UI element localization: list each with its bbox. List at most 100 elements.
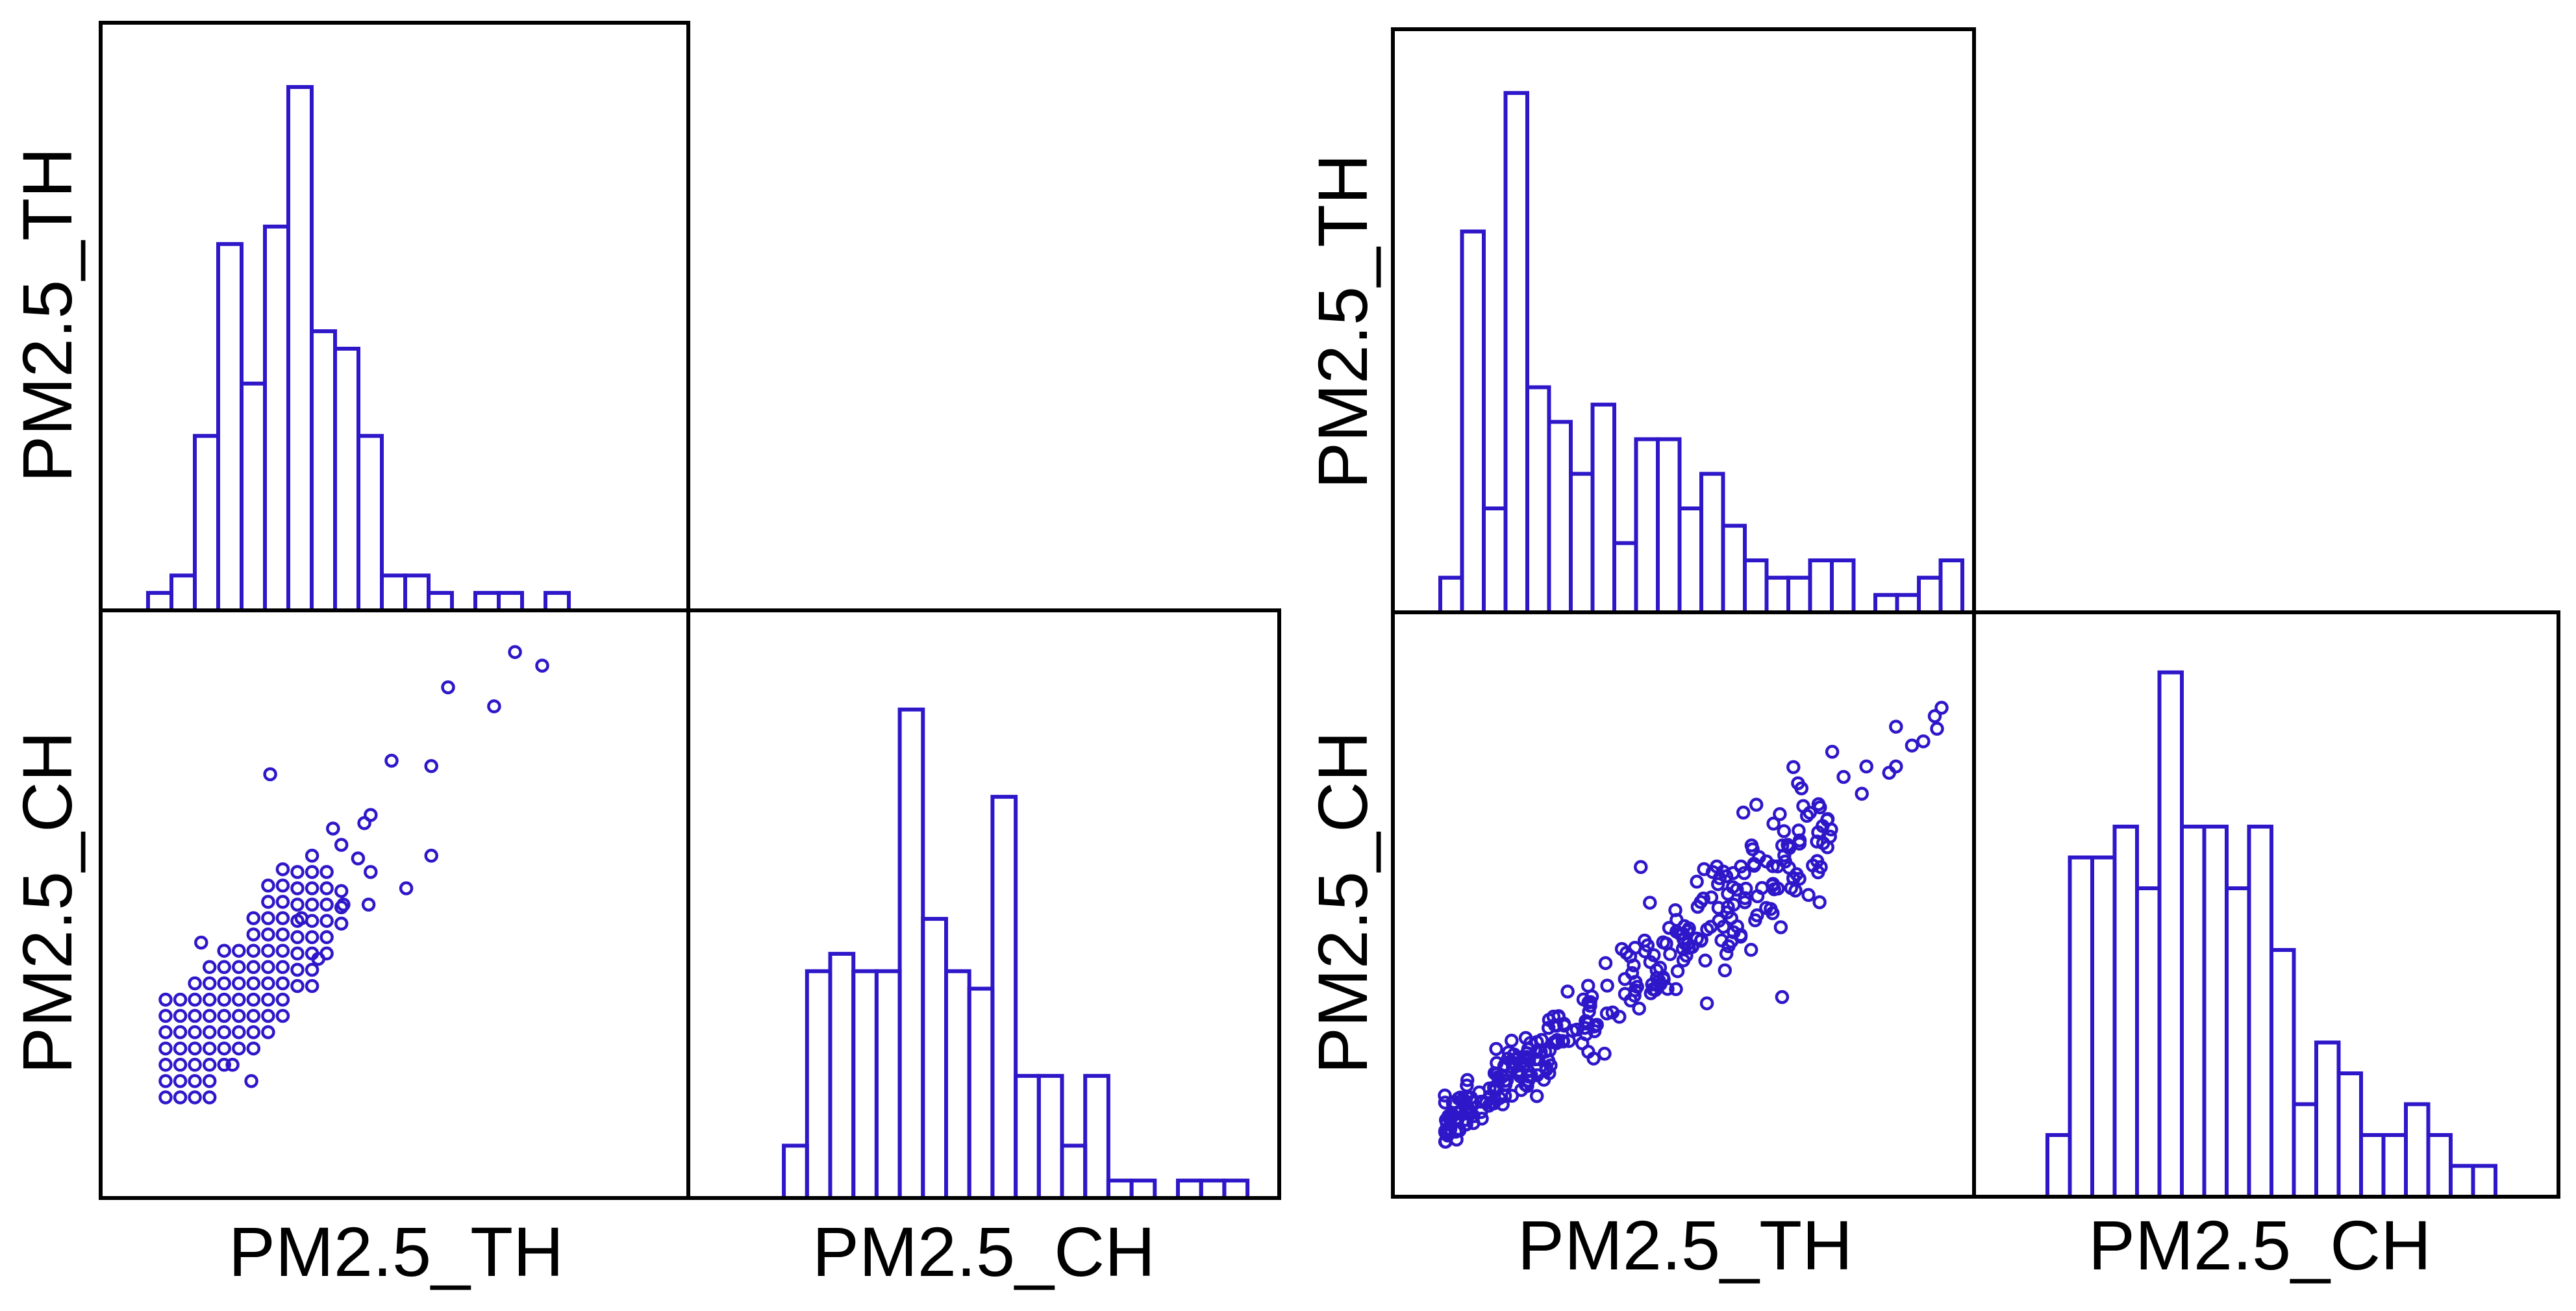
left-hist-ch-bar <box>897 707 925 1200</box>
left-scatter-point <box>384 753 399 768</box>
right-scatter-point <box>1670 964 1685 979</box>
left-panel-frame <box>99 608 690 1200</box>
right-scatter-point <box>1792 823 1806 838</box>
right-hist-ch-bar <box>2068 855 2094 1199</box>
right-ylabel-ch: PM2.5_CH <box>1303 731 1382 1074</box>
left-hist-th-bar <box>544 591 571 612</box>
right-scatter-point <box>1528 1052 1542 1067</box>
right-scatter-point <box>1766 877 1781 891</box>
left-hist-ch-bar <box>967 986 995 1200</box>
right-hist-th-bar <box>1612 541 1638 615</box>
left-scatter-point <box>217 1008 231 1023</box>
right-scatter-point <box>1916 734 1931 749</box>
left-histogram-th <box>122 85 622 612</box>
right-scatter-point <box>1466 1109 1481 1123</box>
left-scatter-point <box>188 976 202 991</box>
left-scatter-point <box>261 879 275 893</box>
left-hist-th-bar <box>403 573 431 612</box>
right-scatter-point <box>1569 1022 1584 1037</box>
right-scatter-point <box>1652 973 1666 988</box>
right-hist-th-bar <box>1721 523 1747 615</box>
left-hist-ch-bar <box>990 795 1018 1200</box>
right-scatter-point <box>1700 922 1714 937</box>
left-scatter-point <box>290 865 305 879</box>
left-scatter-point <box>217 1025 231 1040</box>
right-scatter-point <box>1711 901 1726 915</box>
left-scatter-point <box>188 1058 202 1072</box>
right-scatter-point <box>1811 797 1826 812</box>
right-scatter-point <box>1547 1035 1561 1050</box>
right-scatter-point <box>1718 963 1732 978</box>
right-hist-ch-bar <box>2180 825 2207 1199</box>
left-scatter-point <box>261 992 275 1007</box>
right-hist-ch-bar <box>2449 1164 2475 1199</box>
right-ylabel-th: PM2.5_TH <box>1303 154 1382 489</box>
right-scatter-point <box>1581 979 1595 993</box>
left-scatter-point <box>246 976 261 991</box>
left-scatter-point <box>424 759 438 773</box>
right-scatter-point <box>1586 1051 1601 1066</box>
right-hist-ch-bar <box>2381 1133 2408 1199</box>
right-scatter-point <box>1927 709 1942 723</box>
left-scatter-point <box>275 911 290 925</box>
right-scatter-point <box>1442 1111 1457 1126</box>
left-scatter-point <box>158 1058 173 1072</box>
matrix-left: PM2.5_TH PM2.5_CH PM2.5_TH PM2.5_CH <box>8 21 1281 1291</box>
right-scatter-point <box>1598 956 1613 970</box>
left-scatter-point <box>305 930 319 945</box>
right-hist-th-bar <box>1830 558 1856 614</box>
right-hist-th-bar <box>1743 558 1769 614</box>
right-scatter-point <box>1682 921 1696 936</box>
left-scatter-point <box>261 1008 275 1023</box>
left-scatter-point <box>232 992 246 1007</box>
left-scatter-point <box>202 1090 217 1105</box>
left-hist-ch-bar <box>851 969 879 1200</box>
left-scatter-point <box>202 1074 217 1088</box>
left-hist-th-bar <box>146 591 173 612</box>
left-scatter-point <box>261 895 275 909</box>
right-hist-th-bar <box>1873 593 1899 614</box>
right-hist-th-bar <box>1482 506 1508 614</box>
left-scatter-point <box>275 895 290 909</box>
right-hist-ch-bar <box>2247 825 2273 1199</box>
right-scatter-point <box>1750 889 1765 904</box>
right-scatter-point <box>1791 776 1805 790</box>
right-histogram-th <box>1414 91 2012 615</box>
right-hist-ch-bar <box>2112 825 2139 1199</box>
right-scatter-point <box>1859 759 1873 774</box>
right-scatter-point <box>1710 877 1725 892</box>
right-scatter-point <box>1659 936 1673 951</box>
left-scatter-point <box>232 1041 246 1056</box>
left-scatter-point <box>319 897 334 912</box>
left-scatter-point <box>202 1058 217 1072</box>
left-scatter-point <box>305 979 319 993</box>
right-hist-th-bar <box>1895 593 1921 614</box>
right-scatter-point <box>1714 933 1729 947</box>
left-scatter-point <box>246 1025 261 1040</box>
left-scatter-point <box>441 680 455 695</box>
left-scatter-point <box>364 865 378 879</box>
left-hist-ch-bar <box>1199 1179 1227 1200</box>
right-scatter-point <box>1764 902 1778 916</box>
right-scatter-point <box>1930 721 1944 736</box>
left-hist-th-bar <box>193 434 220 612</box>
right-scatter-point <box>1438 1088 1452 1103</box>
left-xlabel-ch: PM2.5_CH <box>812 1212 1155 1291</box>
left-scatter-point <box>202 976 217 991</box>
right-hist-th-bar <box>1917 575 1943 615</box>
left-scatter-point <box>275 992 290 1007</box>
left-scatter-point <box>188 992 202 1007</box>
left-scatter-point <box>311 951 325 966</box>
right-hist-ch-bar <box>2202 825 2229 1199</box>
right-scatter-point <box>1460 1078 1474 1093</box>
left-scatter-point <box>319 930 334 945</box>
left-scatter-point <box>275 943 290 958</box>
right-hist-th-bar <box>1590 403 1616 614</box>
left-scatter-point <box>188 1090 202 1105</box>
right-scatter-point <box>1825 745 1840 759</box>
left-panel-frame <box>686 608 1281 1200</box>
left-scatter-point <box>158 1008 173 1023</box>
right-scatter-point <box>1668 903 1682 918</box>
left-scatter-point <box>202 1041 217 1056</box>
left-hist-ch-bar <box>1060 1143 1088 1201</box>
